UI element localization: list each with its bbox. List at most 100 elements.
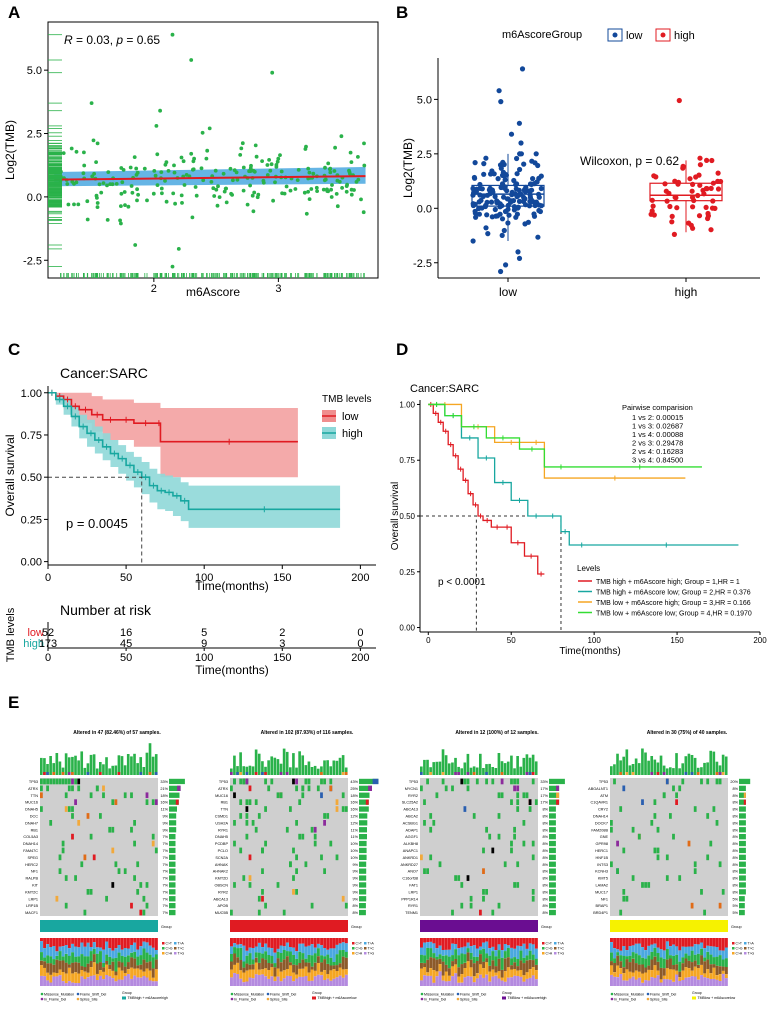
titv-segment (613, 948, 617, 959)
mutation-cell (622, 847, 626, 854)
mutation-cell (466, 875, 470, 881)
mutation-cell (270, 778, 274, 785)
gene-pct: 8% (733, 828, 739, 832)
top-bar-seg (441, 772, 445, 775)
titv-segment (506, 947, 510, 958)
titv-segment (696, 938, 700, 945)
titv-segment (441, 955, 445, 962)
titv-segment (503, 951, 507, 959)
mutation-cell (130, 902, 133, 909)
jitter-point (672, 178, 678, 184)
oncoplot-3: Altered in 12 (100%) of 12 samples.TP53 3… (400, 730, 565, 1002)
top-bar (634, 758, 638, 775)
titv-segment (684, 967, 688, 978)
scatter-point (348, 150, 353, 155)
jitter-point (697, 155, 703, 161)
titv-segment (316, 956, 320, 963)
jitter-point (516, 120, 523, 126)
titv-segment (460, 953, 464, 965)
titv-segment (441, 975, 445, 981)
scatter-point (164, 160, 169, 165)
titv-segment (491, 976, 495, 986)
titv-segment (236, 938, 240, 945)
mutation-cell (665, 854, 669, 861)
mutation-cell (703, 909, 706, 916)
titv-segment (485, 974, 489, 986)
titv-segment (628, 938, 632, 946)
titv-segment (136, 938, 140, 950)
mutation-cell (335, 854, 339, 861)
titv-segment (466, 976, 470, 986)
gene-label: NF1 (601, 897, 608, 901)
gene-pct: 16% (160, 801, 168, 805)
titv-segment (261, 947, 265, 954)
titv-segment (123, 966, 127, 973)
titv-segment (341, 950, 345, 957)
titv-segment (506, 957, 510, 968)
scatter-point (344, 189, 349, 194)
mutation-cell (46, 778, 49, 785)
mutation-cell (463, 806, 467, 812)
mutation-cell (67, 806, 71, 812)
titv-segment (457, 982, 461, 986)
titv-segment (659, 938, 663, 950)
titv-segment (236, 962, 240, 974)
titv-segment (693, 954, 697, 961)
scatter-point (126, 204, 131, 209)
titv-segment (83, 967, 87, 972)
legend-mutation-label: Splice_Site (460, 998, 478, 1002)
titv-segment (338, 975, 342, 986)
titv-segment (625, 950, 629, 957)
mutation-cell (248, 882, 252, 888)
titv-segment (117, 945, 121, 953)
titv-segment (316, 974, 320, 986)
risk-x-tick-label: 0 (45, 652, 51, 664)
titv-segment (656, 953, 660, 962)
scatter-point (349, 192, 354, 197)
scatter-point (356, 177, 361, 182)
top-bar-seg (264, 772, 267, 775)
titv-segment (466, 948, 470, 953)
titv-segment (435, 956, 439, 960)
gene-label: USH2A (215, 821, 228, 825)
risk-count: 0 (357, 638, 363, 650)
titv-segment (40, 960, 43, 966)
km-curve-group-2 (428, 403, 739, 546)
top-bar (43, 758, 46, 775)
scatter-point (76, 202, 81, 207)
jitter-point (531, 211, 537, 217)
titv-segment (136, 977, 140, 986)
titv-segment (644, 967, 648, 973)
titv-segment (279, 953, 283, 963)
gene-freq-bar (359, 799, 369, 805)
titv-segment (123, 973, 127, 976)
mutation-cell (451, 909, 454, 916)
gene-pct: 7% (163, 842, 169, 846)
gene-pct: 8% (543, 911, 549, 915)
titv-segment (102, 979, 106, 986)
titv-segment (475, 973, 479, 979)
titv-segment (641, 982, 645, 986)
mutation-cell (531, 895, 535, 902)
mutation-cell (108, 826, 112, 833)
scatter-point (306, 189, 310, 194)
titv-segment (466, 938, 470, 943)
titv-segment (117, 967, 121, 980)
jitter-point (514, 171, 520, 177)
mutation-cell (485, 826, 488, 833)
titv-segment (313, 938, 317, 948)
mutation-cell (292, 889, 295, 895)
scatter-point (221, 171, 226, 176)
titv-segment (659, 957, 663, 968)
gene-label: ANO7 (408, 870, 418, 874)
titv-segment (485, 941, 489, 954)
legend-dot (610, 992, 614, 996)
top-bar-seg (454, 772, 457, 775)
gene-pct: 8% (543, 884, 549, 888)
titv-segment (344, 938, 348, 944)
titv-segment (690, 976, 694, 986)
gene-freq-bar (169, 785, 181, 791)
titv-segment (616, 977, 620, 986)
top-bar-seg (71, 772, 74, 775)
